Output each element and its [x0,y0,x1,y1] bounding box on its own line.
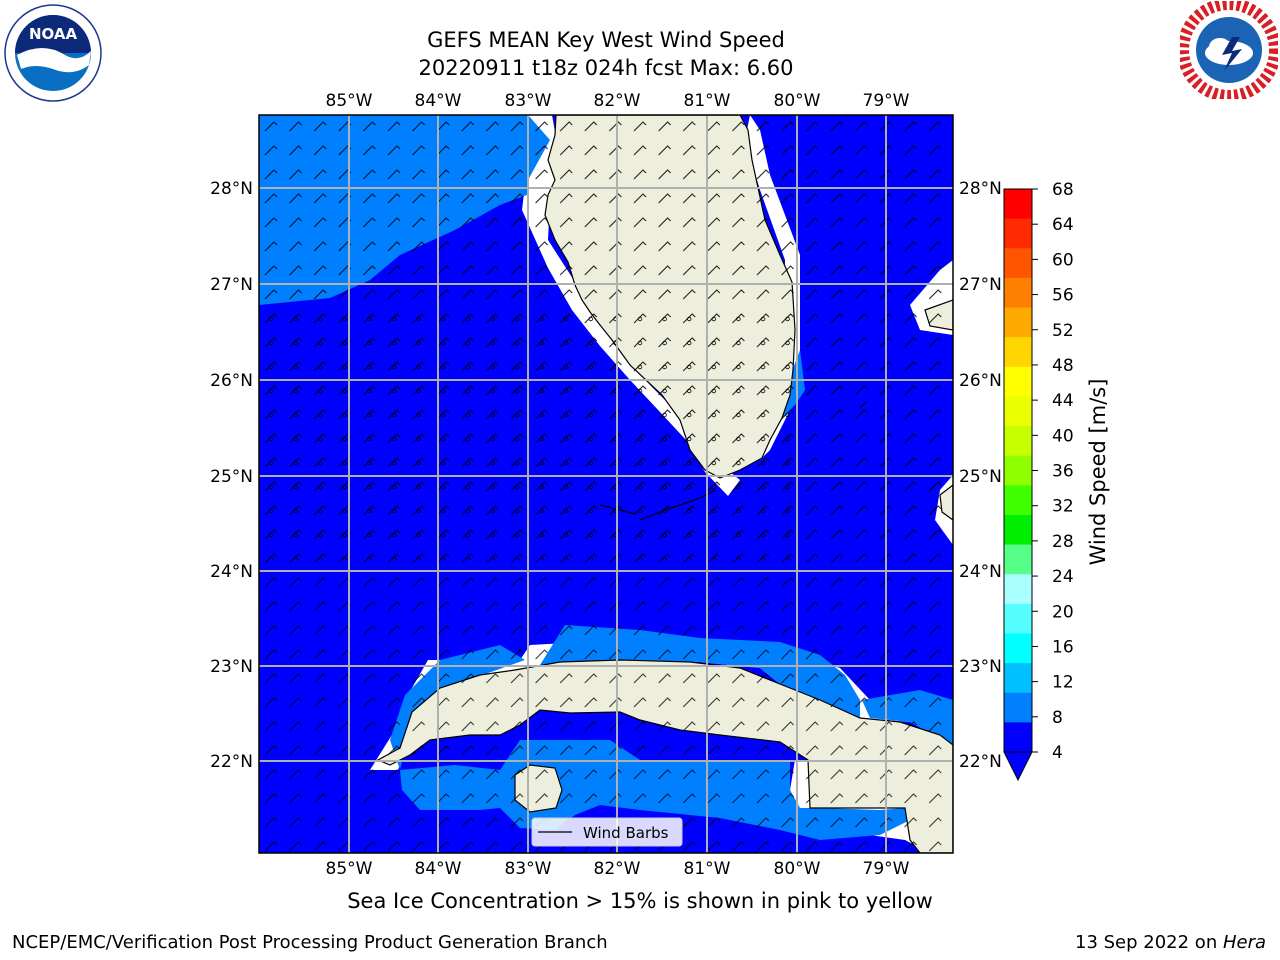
lon-label-top: 84°W [415,91,462,111]
footer-date: 13 Sep 2022 on Hera [1075,932,1266,953]
colorbar-tick-label: 44 [1052,391,1074,411]
lat-label-left: 28°N [210,179,253,199]
colorbar-label: Wind Speed [m/s] [1086,379,1110,566]
colorbar-segment [1004,248,1032,279]
colorbar-tick-label: 12 [1052,673,1074,693]
lat-label-left: 26°N [210,371,253,391]
lat-label-right: 26°N [959,371,1002,391]
footer-host: Hera [1222,932,1266,953]
colorbar-tick-label: 24 [1052,567,1074,587]
colorbar-segment [1004,218,1032,249]
lat-labels-left: 28°N 27°N 26°N 25°N 24°N 23°N 22°N [210,179,253,772]
lon-label-bottom: 84°W [415,859,462,879]
wind-barbs-south [259,555,953,853]
noaa-logo-text: NOAA [29,25,78,43]
colorbar-tick-label: 20 [1052,602,1074,622]
colorbar-tick-label: 32 [1052,497,1074,517]
lon-label-top: 81°W [684,91,731,111]
colorbar-tick-label: 64 [1052,215,1074,235]
colorbar-tick-label: 48 [1052,356,1074,376]
legend-label: Wind Barbs [583,824,669,842]
lon-label-top: 80°W [774,91,821,111]
colorbar-tick-label: 28 [1052,532,1074,552]
colorbar-segment [1004,485,1032,516]
lat-label-left: 23°N [210,657,253,677]
map-subtitle: 20220911 t18z 024h fcst Max: 6.60 [418,56,794,80]
lat-labels-right: 28°N 27°N 26°N 25°N 24°N 23°N 22°N [959,179,1002,772]
colorbar-segment [1004,544,1032,575]
colorbar-segment [1004,277,1032,309]
colorbar-segment [1004,603,1032,634]
lon-label-bottom: 81°W [684,859,731,879]
lat-label-left: 24°N [210,562,253,582]
colorbar-segment [1004,307,1032,338]
lon-label-bottom: 82°W [594,859,641,879]
colorbar-segment [1004,663,1032,694]
nws-logo-icon [1180,1,1278,99]
colorbar-segment [1004,189,1032,220]
colorbar-segment [1004,633,1032,664]
colorbar-tick-label: 52 [1052,321,1074,341]
lon-label-bottom: 83°W [505,859,552,879]
lon-label-top: 82°W [594,91,641,111]
colorbar-tick-label: 56 [1052,286,1074,306]
colorbar: 68 64 60 56 52 48 44 40 36 32 28 24 20 16 12 8 4 [1003,180,1074,782]
colorbar-segment [1004,396,1032,427]
lon-label-bottom: 79°W [863,859,910,879]
lon-label-top: 79°W [863,91,910,111]
colorbar-segment [1004,722,1032,753]
lat-label-left: 27°N [210,275,253,295]
colorbar-tick-label: 16 [1052,637,1074,657]
footer-date-text: 13 Sep 2022 on [1075,932,1223,953]
colorbar-segment [1004,366,1032,397]
lon-labels-bottom: 85°W 84°W 83°W 82°W 81°W 80°W 79°W [326,859,910,879]
colorbar-segment [1004,692,1032,723]
footer-branch: NCEP/EMC/Verification Post Processing Pr… [12,932,608,953]
lon-label-top: 83°W [505,91,552,111]
wind-barbs-legend: Wind Barbs [531,817,683,847]
colorbar-tick-label: 60 [1052,250,1074,270]
lat-label-right: 23°N [959,657,1002,677]
lat-label-left: 25°N [210,467,253,487]
lon-label-top: 85°W [326,91,373,111]
lat-label-right: 28°N [959,179,1002,199]
lon-labels-top: 85°W 84°W 83°W 82°W 81°W 80°W 79°W [326,91,910,111]
lat-label-left: 22°N [210,752,253,772]
colorbar-tick-label: 36 [1052,462,1074,482]
sea-ice-note: Sea Ice Concentration > 15% is shown in … [347,889,933,913]
colorbar-tick-label: 4 [1052,743,1063,763]
lon-label-bottom: 85°W [326,859,373,879]
colorbar-tick-label: 8 [1052,708,1063,728]
colorbar-segment [1004,337,1032,368]
colorbar-tick-label: 68 [1052,180,1074,200]
colorbar-segment [1004,455,1032,486]
colorbar-segment [1004,574,1032,605]
colorbar-tick-label: 40 [1052,426,1074,446]
lat-label-right: 27°N [959,275,1002,295]
lat-lon-grid [259,115,953,853]
colorbar-extend-arrow [1003,751,1033,782]
lon-label-bottom: 80°W [774,859,821,879]
lat-label-right: 25°N [959,467,1002,487]
map-frame [258,114,954,854]
map-title: GEFS MEAN Key West Wind Speed [427,28,785,52]
lat-label-right: 24°N [959,562,1002,582]
colorbar-segment [1004,426,1032,457]
colorbar-segment [1004,514,1032,546]
noaa-logo-icon: NOAA [4,4,102,102]
lat-label-right: 22°N [959,752,1002,772]
